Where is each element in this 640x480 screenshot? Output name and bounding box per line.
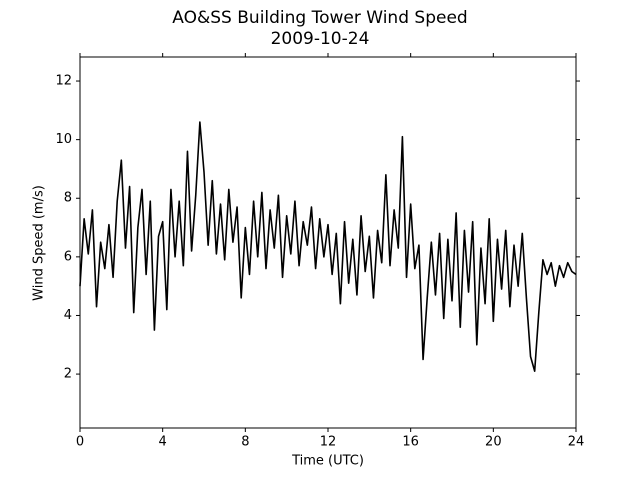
x-tick-label: 12 <box>320 435 337 450</box>
y-axis-label: Wind Speed (m/s) <box>32 185 47 301</box>
x-tick-label: 0 <box>76 435 84 450</box>
x-tick-label: 24 <box>568 435 585 450</box>
x-tick-label: 4 <box>159 435 167 450</box>
y-tick-label: 4 <box>64 308 72 323</box>
x-tick-label: 20 <box>485 435 502 450</box>
chart-title: AO&SS Building Tower Wind Speed <box>172 8 467 28</box>
y-tick-label: 12 <box>55 74 72 89</box>
plot-frame <box>79 56 577 429</box>
y-tick-label: 8 <box>64 191 72 206</box>
y-tick-label: 10 <box>55 132 72 147</box>
x-tick-label: 8 <box>241 435 249 450</box>
y-tick-label: 6 <box>64 249 72 264</box>
chart-subtitle: 2009-10-24 <box>271 29 370 49</box>
x-tick-label: 16 <box>402 435 419 450</box>
data-line <box>79 121 577 372</box>
x-axis-label: Time (UTC) <box>291 454 364 469</box>
y-tick-label: 2 <box>64 367 72 382</box>
